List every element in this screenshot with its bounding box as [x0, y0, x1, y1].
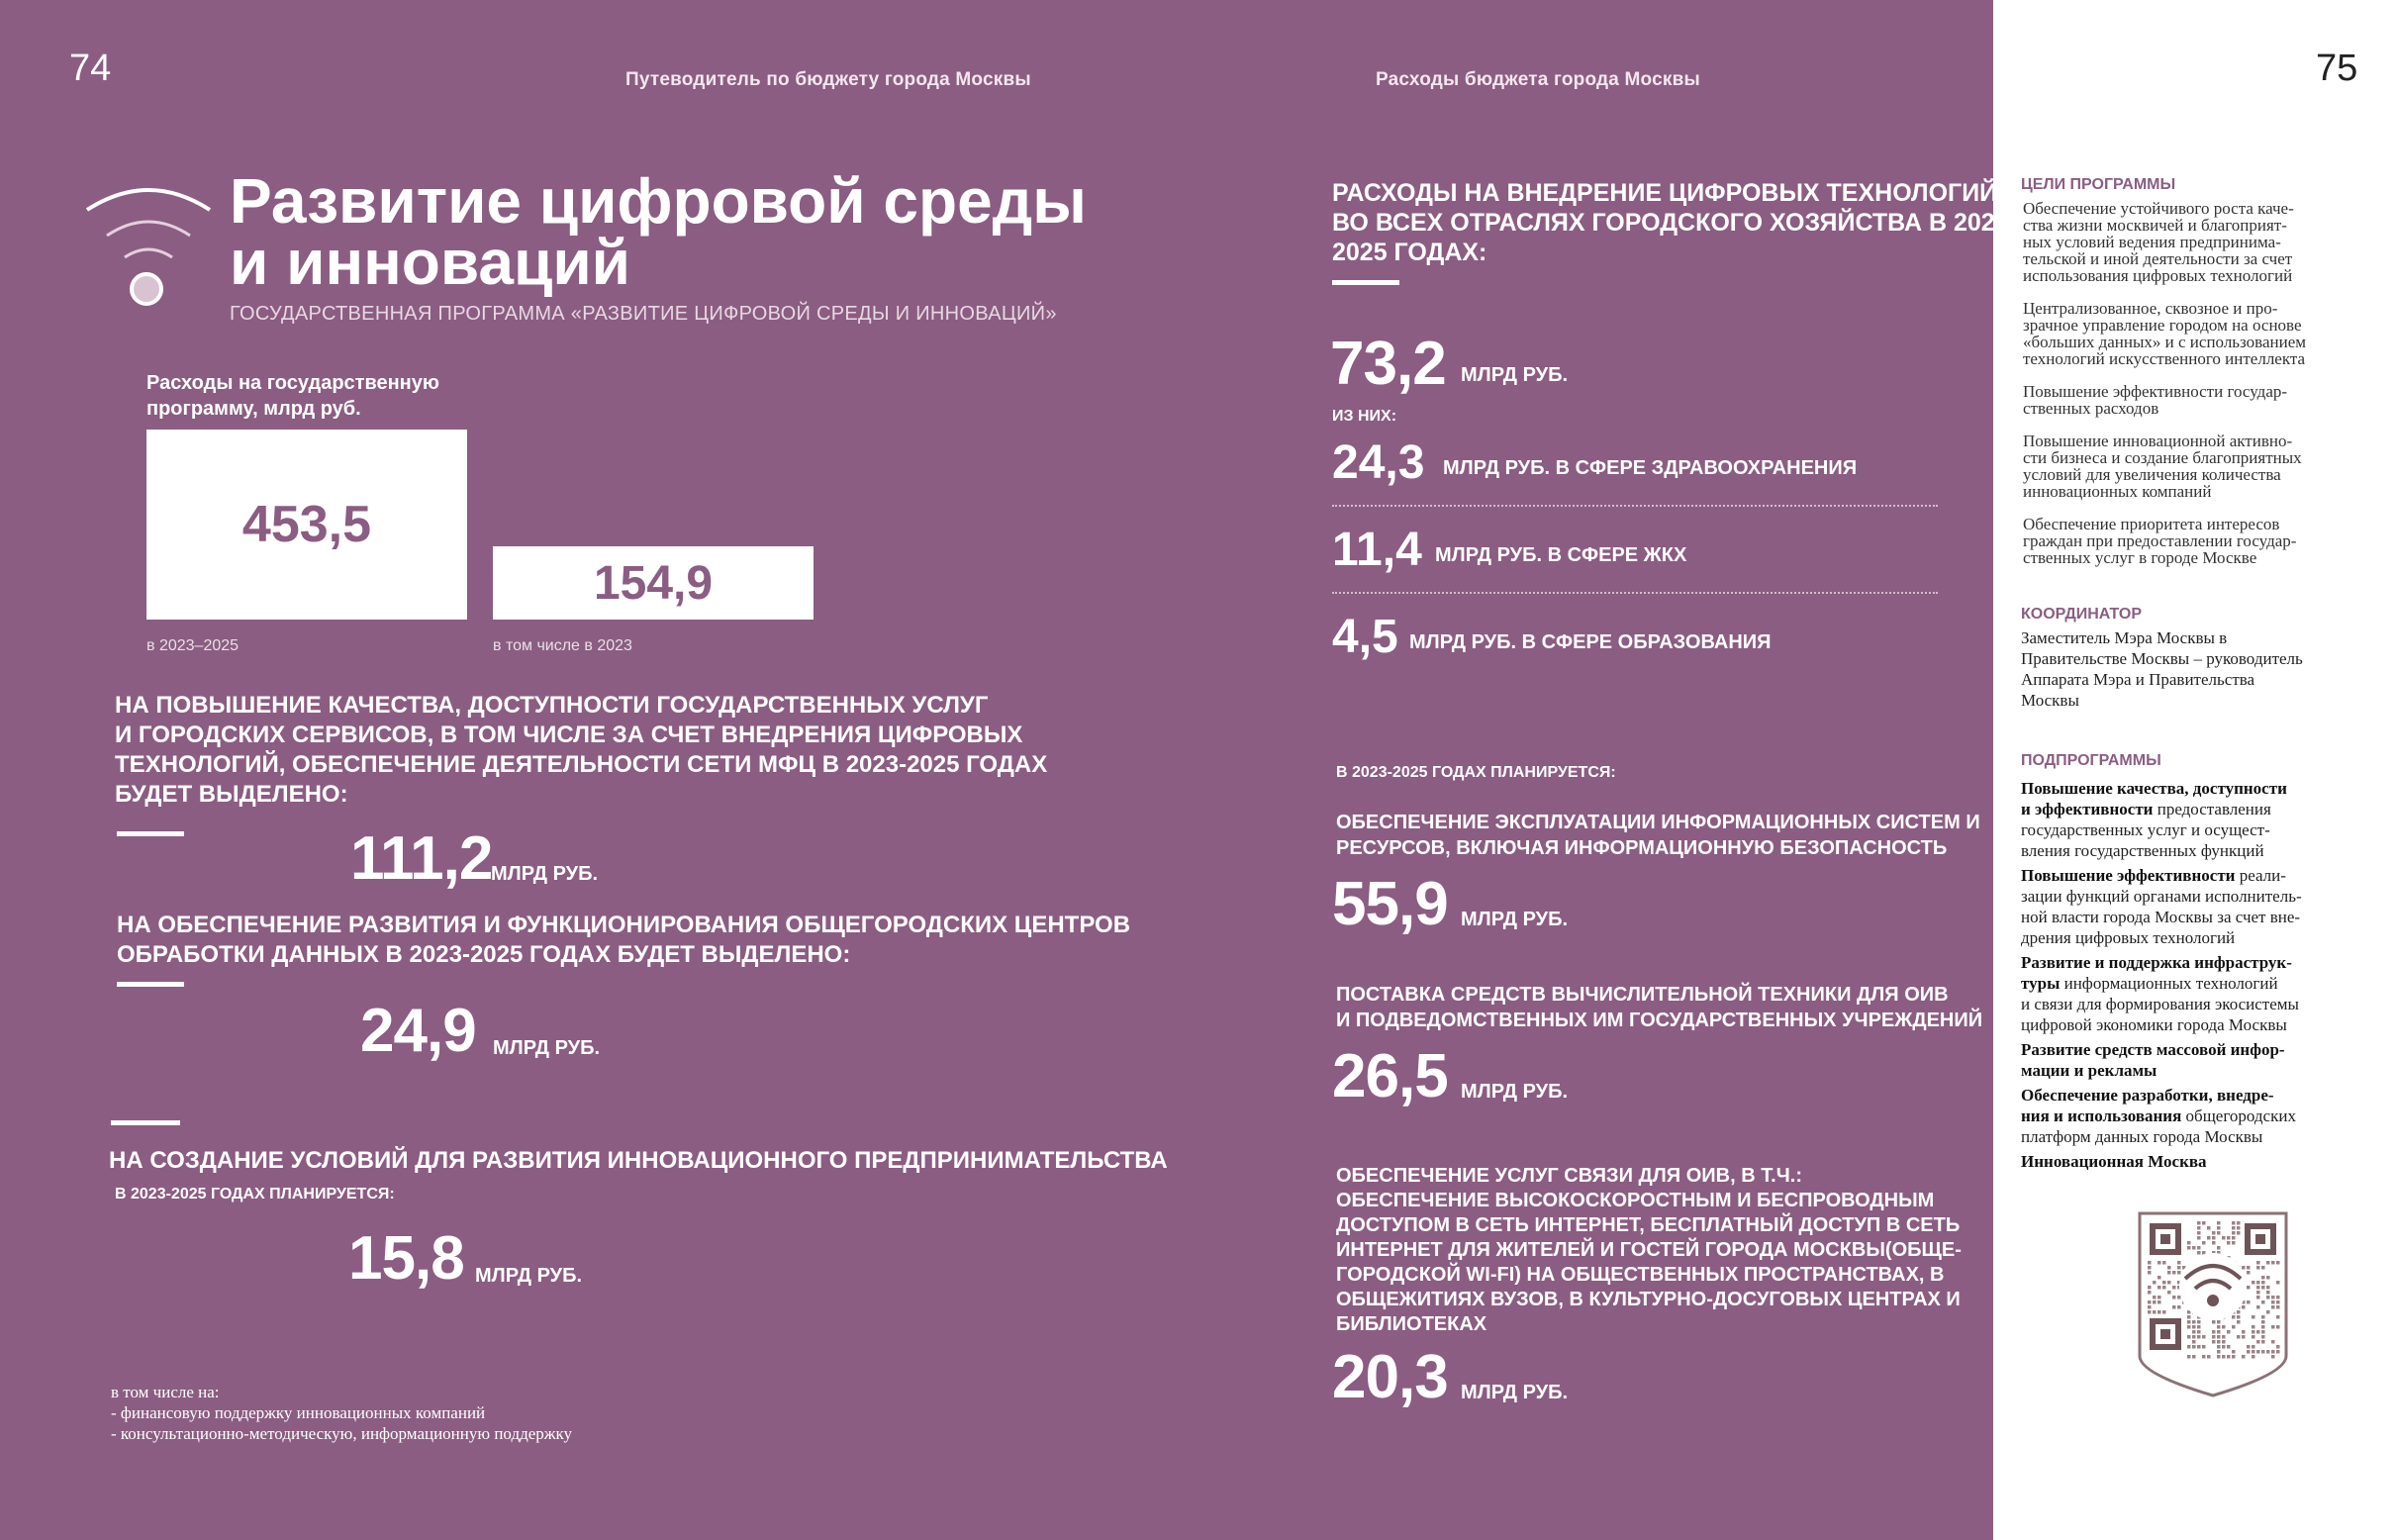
planned-label: В 2023-2025 ГОДАХ ПЛАНИРУЕТСЯ: [1336, 764, 1616, 781]
of-which-label: ИЗ НИХ: [1332, 408, 1397, 425]
block-data-centers-heading: НА ОБЕСПЕЧЕНИЕ РАЗВИТИЯ И ФУНКЦИОНИРОВАН… [117, 912, 1131, 968]
value-healthcare: 24,3 [1332, 436, 1425, 489]
page-subtitle: ГОСУДАРСТВЕННАЯ ПРОГРАММА «РАЗВИТИЕ ЦИФР… [230, 303, 1057, 325]
divider-bar [1332, 280, 1399, 285]
chart-caption: Расходы на государственную программу, мл… [146, 372, 439, 420]
running-header-right: Расходы бюджета города Москвы [1376, 69, 1700, 90]
unit-total-digital: МЛРД РУБ. [1461, 364, 1569, 386]
value-innovation: 15,8 [348, 1224, 465, 1293]
subprogram-item: Повышение качества, доступности и эффект… [2021, 779, 2287, 860]
value-total-digital: 73,2 [1330, 330, 1447, 398]
bar-label-2023-2025: в 2023–2025 [146, 637, 240, 654]
dotted-divider [1332, 505, 1938, 507]
dotted-divider [1332, 592, 1938, 594]
page-number-left: 74 [69, 48, 112, 89]
goal-item: Повышение эффективности государ-ственных… [2023, 382, 2288, 418]
goals-title: ЦЕЛИ ПРОГРАММЫ [2021, 176, 2176, 193]
goal-item: Централизованное, сквозное и про-зрачное… [2023, 299, 2307, 368]
unit-p1: МЛРД РУБ. [1461, 909, 1569, 930]
page-number-right: 75 [2316, 48, 2358, 89]
unit-services: МЛРД РУБ. [491, 863, 599, 885]
value-p3: 20,3 [1332, 1343, 1449, 1411]
wifi-icon [85, 188, 212, 306]
goal-item: Обеспечение приоритета интересов граждан … [2023, 515, 2297, 567]
unit-p3: МЛРД РУБ. [1461, 1382, 1569, 1403]
unit-p2: МЛРД РУБ. [1461, 1081, 1569, 1103]
value-data-centers: 24,9 [360, 997, 477, 1065]
footnote: в том числе на: - финансовую поддержку и… [111, 1383, 573, 1443]
subprograms-title: ПОДПРОГРАММЫ [2021, 752, 2161, 769]
page-title-line2: и инноваций [230, 227, 630, 298]
p3-heading: ОБЕСПЕЧЕНИЕ УСЛУГ СВЯЗИ ДЛЯ ОИВ, В Т.Ч.:… [1336, 1165, 1962, 1335]
block-services-heading: НА ПОВЫШЕНИЕ КАЧЕСТВА, ДОСТУПНОСТИ ГОСУД… [115, 692, 1048, 808]
coordinator-text: Заместитель Мэра Москвы в Правительстве М… [2021, 628, 2303, 710]
goal-item: Обеспечение устойчивого роста каче-ства … [2023, 199, 2294, 285]
subprogram-item: Развитие средств массовой инфор- мации и… [2021, 1040, 2285, 1080]
value-education: 4,5 [1332, 611, 1398, 663]
goals-list: Обеспечение устойчивого роста каче-ства … [2023, 200, 2346, 566]
subprogram-item: Инновационная Москва [2021, 1152, 2207, 1171]
value-p1: 55,9 [1332, 870, 1449, 938]
p1-heading: ОБЕСПЕЧЕНИЕ ЭКСПЛУАТАЦИИ ИНФОРМАЦИОННЫХ … [1336, 812, 1980, 859]
block-innovation-sub: В 2023-2025 ГОДАХ ПЛАНИРУЕТСЯ: [115, 1186, 395, 1203]
label-education: МЛРД РУБ. В СФЕРЕ ОБРАЗОВАНИЯ [1409, 631, 1772, 653]
value-housing: 11,4 [1332, 524, 1422, 576]
value-p2: 26,5 [1332, 1042, 1449, 1110]
p2-heading: ПОСТАВКА СРЕДСТВ ВЫЧИСЛИТЕЛЬНОЙ ТЕХНИКИ … [1336, 984, 1983, 1031]
coordinator-title: КООРДИНАТОР [2021, 606, 2143, 623]
block-innovation-heading: НА СОЗДАНИЕ УСЛОВИЙ ДЛЯ РАЗВИТИЯ ИННОВАЦ… [109, 1147, 1168, 1174]
divider-bar [117, 831, 184, 836]
unit-innovation: МЛРД РУБ. [475, 1265, 583, 1287]
goal-item: Повышение инновационной активно-сти бизн… [2023, 432, 2302, 501]
bar-2023: 154,9 [493, 546, 814, 620]
qr-code-icon [2138, 1211, 2288, 1397]
label-healthcare: МЛРД РУБ. В СФЕРЕ ЗДРАВООХРАНЕНИЯ [1443, 457, 1858, 479]
divider-bar [117, 982, 184, 987]
bar-label-2023: в том числе в 2023 [493, 637, 632, 654]
subprogram-item: Развитие и поддержка инфраструк- туры ин… [2021, 953, 2299, 1034]
label-housing: МЛРД РУБ. В СФЕРЕ ЖКХ [1435, 544, 1687, 566]
unit-data-centers: МЛРД РУБ. [493, 1037, 601, 1059]
subprograms-list: Повышение качества, доступности и эффект… [2021, 778, 2344, 1172]
page-title-line1: Развитие цифровой среды [230, 165, 1087, 237]
digital-tech-heading: РАСХОДЫ НА ВНЕДРЕНИЕ ЦИФРОВЫХ ТЕХНОЛОГИЙ… [1332, 179, 2017, 266]
value-services: 111,2 [350, 824, 493, 893]
subprogram-item: Обеспечение разработки, внедре- ния и ис… [2021, 1086, 2296, 1146]
bar-2023-2025: 453,5 [146, 430, 467, 620]
left-purple-panel [0, 0, 1993, 1540]
running-header-left: Путеводитель по бюджету города Москвы [625, 69, 1031, 90]
divider-bar [111, 1120, 180, 1125]
subprogram-item: Повышение эффективности реали- зации фун… [2021, 866, 2302, 947]
